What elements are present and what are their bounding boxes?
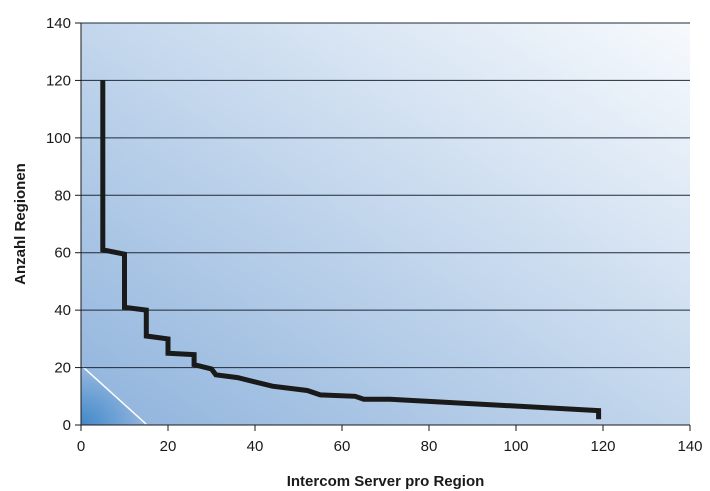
plot-area xyxy=(81,23,690,425)
y-axis-ticks: 0 20 40 60 80 100 120 140 xyxy=(46,15,81,434)
y-tick-label: 140 xyxy=(46,15,71,32)
x-tick-label: 100 xyxy=(503,438,528,455)
x-tick-label: 0 xyxy=(77,438,85,455)
x-tick-label: 120 xyxy=(590,438,615,455)
y-tick-label: 100 xyxy=(46,130,71,147)
y-axis-title: Anzahl Regionen xyxy=(12,163,29,285)
y-tick-label: 120 xyxy=(46,72,71,89)
x-tick-label: 40 xyxy=(247,438,264,455)
y-tick-label: 60 xyxy=(54,245,71,262)
x-tick-label: 20 xyxy=(160,438,177,455)
y-tick-label: 0 xyxy=(63,417,71,434)
series-line xyxy=(100,80,602,420)
gridlines xyxy=(81,22,690,369)
x-axis-ticks: 0 20 40 60 80 100 120 140 xyxy=(77,425,703,455)
decorative-diagonal-line xyxy=(82,366,147,425)
y-tick-label: 80 xyxy=(54,187,71,204)
x-tick-label: 60 xyxy=(334,438,351,455)
y-tick-label: 20 xyxy=(54,360,71,377)
x-tick-label: 140 xyxy=(677,438,702,455)
x-axis-title: Intercom Server pro Region xyxy=(287,473,485,490)
x-tick-label: 80 xyxy=(421,438,438,455)
y-tick-label: 40 xyxy=(54,302,71,319)
